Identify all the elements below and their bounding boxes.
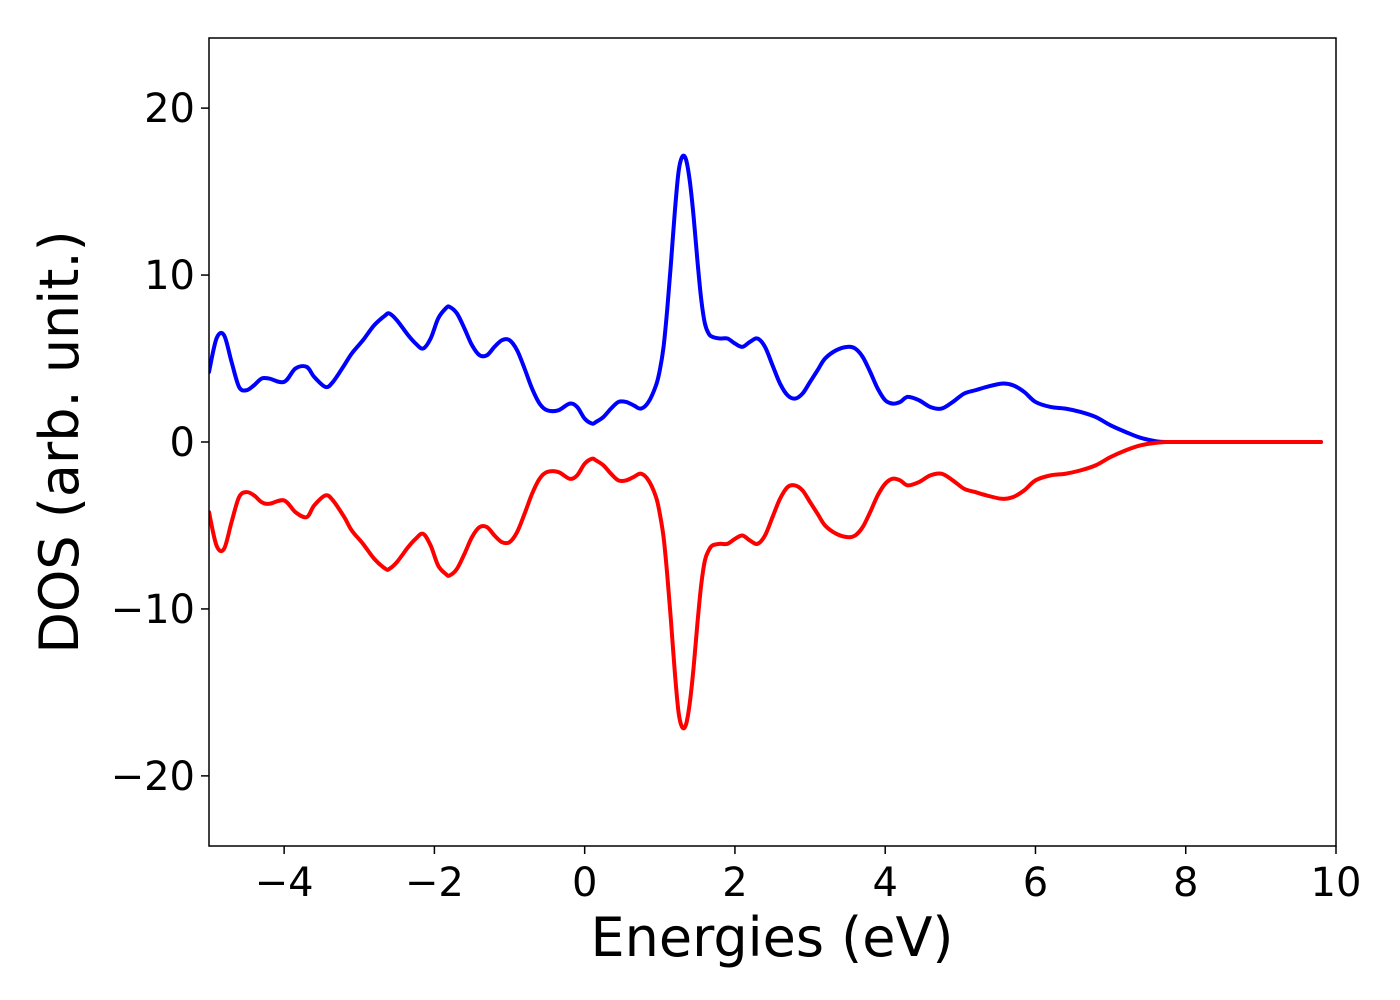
x-tick-label: 0 [572, 860, 597, 906]
x-axis-ticks: −4 −2 0 2 4 6 8 10 [255, 846, 1362, 906]
y-tick-label: 20 [144, 86, 195, 132]
series-line-2 [209, 439, 1323, 731]
y-tick-label: −10 [111, 587, 195, 633]
x-tick-label: 10 [1311, 860, 1362, 906]
y-tick-label: 0 [170, 420, 195, 466]
series-line-1 [209, 153, 1323, 445]
x-tick-label: −2 [405, 860, 464, 906]
x-tick-label: 8 [1173, 860, 1198, 906]
series-layer [209, 153, 1323, 731]
y-axis-ticks: −20 −10 0 10 20 [111, 86, 209, 800]
x-tick-label: 6 [1023, 860, 1048, 906]
y-axis-label: DOS (arb. unit.) [28, 230, 91, 653]
x-axis-label: Energies (eV) [591, 906, 954, 969]
x-tick-label: 2 [722, 860, 747, 906]
x-tick-label: 4 [872, 860, 897, 906]
y-tick-label: −20 [111, 754, 195, 800]
x-tick-label: −4 [255, 860, 314, 906]
y-tick-label: 10 [144, 253, 195, 299]
